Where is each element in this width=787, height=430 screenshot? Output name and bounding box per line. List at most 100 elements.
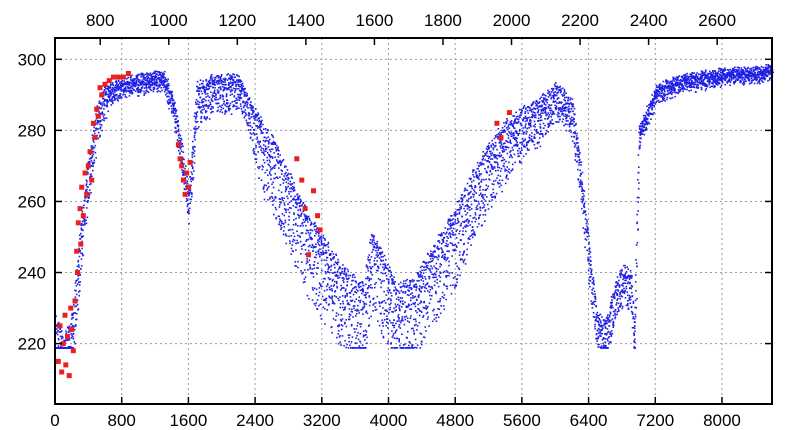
- blue-data-point: [92, 150, 95, 153]
- blue-data-point: [606, 338, 609, 340]
- blue-data-point: [357, 309, 360, 312]
- blue-data-point: [98, 120, 100, 122]
- blue-data-point: [155, 70, 157, 73]
- blue-data-point: [601, 329, 603, 331]
- blue-data-point: [312, 272, 314, 275]
- blue-data-point: [523, 131, 526, 134]
- blue-data-point: [157, 87, 159, 89]
- blue-data-point: [238, 99, 241, 101]
- blue-data-point: [258, 117, 260, 119]
- blue-data-point: [332, 301, 334, 303]
- blue-data-point: [297, 260, 299, 263]
- blue-data-point: [510, 170, 512, 172]
- blue-data-point: [411, 345, 413, 347]
- blue-data-point: [220, 88, 222, 90]
- blue-data-point: [543, 127, 545, 130]
- blue-data-point: [513, 134, 515, 137]
- blue-data-point: [132, 84, 135, 87]
- blue-data-point: [208, 81, 210, 84]
- blue-data-point: [491, 166, 494, 168]
- blue-data-point: [390, 271, 392, 274]
- blue-data-point: [253, 110, 255, 112]
- blue-data-point: [99, 126, 102, 128]
- blue-data-point: [165, 80, 167, 83]
- blue-data-point: [231, 93, 233, 95]
- blue-data-point: [290, 173, 292, 175]
- blue-data-point: [600, 326, 603, 328]
- blue-data-point: [471, 186, 473, 188]
- blue-data-point: [75, 284, 78, 287]
- blue-data-point: [269, 166, 272, 168]
- blue-data-point: [484, 168, 486, 170]
- blue-data-point: [423, 269, 425, 271]
- blue-data-point: [298, 235, 301, 237]
- blue-data-point: [390, 273, 392, 276]
- blue-data-point: [365, 277, 367, 280]
- blue-data-point: [202, 98, 205, 100]
- blue-data-point: [434, 244, 436, 247]
- blue-data-point: [473, 190, 476, 193]
- blue-data-point: [136, 77, 138, 79]
- blue-data-point: [94, 119, 97, 122]
- blue-data-point: [307, 221, 309, 223]
- blue-data-point: [192, 177, 195, 179]
- blue-data-point: [215, 75, 218, 78]
- blue-data-point: [76, 279, 79, 281]
- blue-data-point: [344, 308, 346, 311]
- blue-data-point: [264, 128, 267, 130]
- blue-data-point: [482, 194, 484, 196]
- blue-data-point: [492, 191, 495, 194]
- blue-data-point: [93, 141, 95, 143]
- blue-data-point: [323, 299, 326, 301]
- blue-data-point: [114, 89, 116, 91]
- blue-data-point: [335, 254, 338, 256]
- blue-data-point: [557, 91, 559, 93]
- blue-data-point: [136, 75, 139, 78]
- blue-data-point: [219, 96, 221, 98]
- blue-data-point: [477, 167, 479, 170]
- blue-data-point: [430, 260, 433, 263]
- blue-data-point: [428, 325, 430, 327]
- blue-data-point: [215, 93, 217, 95]
- blue-data-point: [397, 303, 399, 306]
- blue-data-point: [594, 300, 597, 303]
- blue-data-point: [207, 99, 210, 102]
- blue-data-point: [273, 165, 275, 168]
- blue-data-point: [294, 222, 297, 225]
- blue-data-point: [302, 210, 304, 213]
- blue-data-point: [274, 172, 276, 175]
- blue-data-point: [319, 314, 322, 317]
- blue-data-point: [365, 265, 368, 268]
- blue-data-point: [408, 287, 411, 289]
- blue-data-point: [524, 110, 527, 113]
- blue-data-point: [474, 200, 476, 202]
- blue-data-point: [178, 133, 180, 136]
- blue-data-point: [261, 164, 263, 167]
- blue-data-point: [577, 178, 579, 180]
- blue-data-point: [321, 285, 323, 288]
- blue-data-point: [221, 104, 223, 107]
- blue-data-point: [357, 322, 359, 324]
- blue-data-point: [388, 297, 390, 300]
- blue-data-point: [268, 159, 271, 161]
- blue-data-point: [503, 158, 506, 161]
- blue-data-point: [228, 83, 231, 85]
- blue-data-point: [267, 140, 270, 142]
- blue-data-point: [376, 295, 379, 298]
- blue-data-point: [555, 82, 557, 84]
- blue-data-point: [434, 280, 436, 283]
- blue-data-point: [602, 327, 604, 330]
- blue-data-point: [404, 301, 406, 304]
- blue-data-point: [425, 308, 428, 310]
- blue-data-point: [214, 79, 216, 81]
- blue-data-point: [131, 80, 134, 82]
- blue-data-point: [279, 184, 282, 186]
- blue-data-point: [474, 212, 477, 214]
- blue-data-point: [257, 126, 260, 128]
- blue-data-point: [120, 86, 123, 89]
- blue-data-point: [354, 280, 357, 283]
- blue-data-point: [90, 157, 93, 159]
- blue-data-point: [476, 174, 479, 177]
- blue-data-point: [311, 238, 313, 240]
